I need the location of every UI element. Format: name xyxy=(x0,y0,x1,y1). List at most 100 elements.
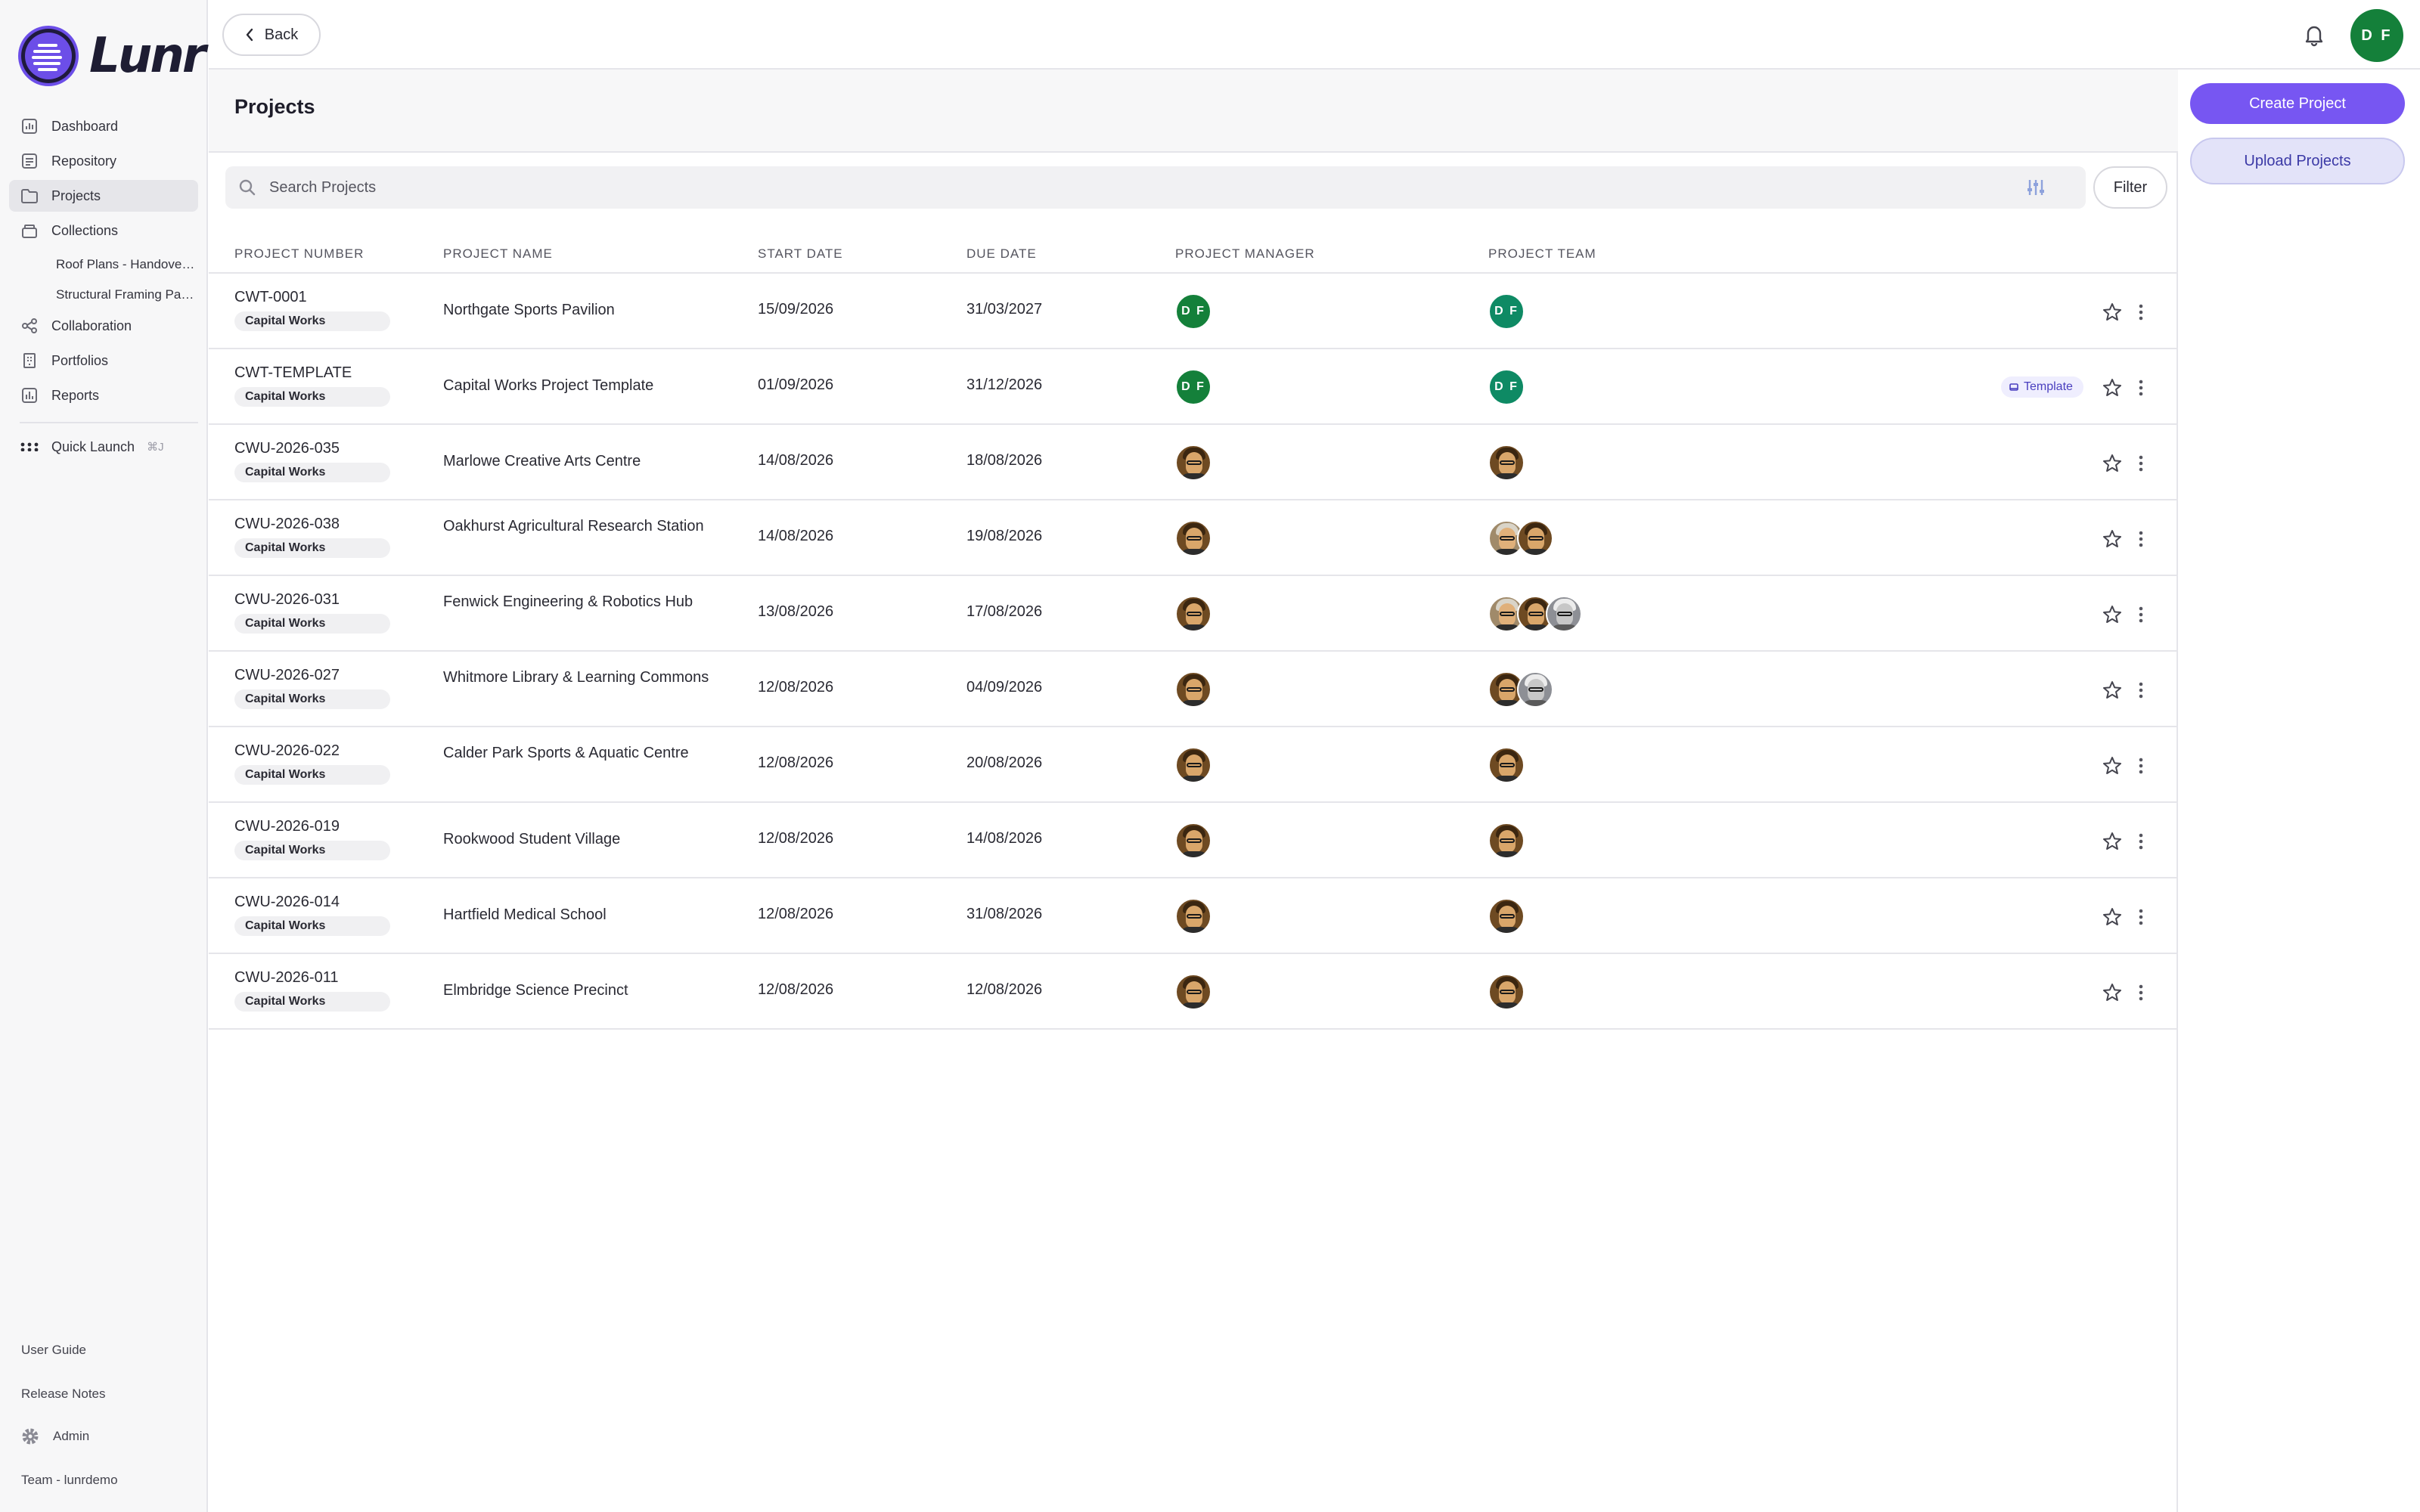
star-icon[interactable] xyxy=(2101,830,2124,853)
start-date: 14/08/2026 xyxy=(758,452,834,469)
back-button[interactable]: Back xyxy=(222,14,321,56)
table-row[interactable]: CWT-0001 Capital Works Northgate Sports Pa… xyxy=(209,274,2178,349)
avatar[interactable]: D F xyxy=(1175,293,1212,330)
avatar[interactable] xyxy=(1175,671,1212,708)
more-options-icon[interactable] xyxy=(2130,906,2152,928)
column-header-due-date[interactable]: DUE DATE xyxy=(966,246,1037,261)
admin-link[interactable]: Admin xyxy=(21,1427,89,1445)
table-row[interactable]: CWU-2026-027 Capital Works Whitmore Librar… xyxy=(209,652,2178,727)
user-guide-link[interactable]: User Guide xyxy=(21,1343,86,1358)
avatar[interactable] xyxy=(1488,974,1525,1010)
avatar[interactable] xyxy=(1488,823,1525,859)
sidebar-item-collaboration[interactable]: Collaboration xyxy=(9,310,198,342)
more-options-icon[interactable] xyxy=(2130,830,2152,853)
sidebar-item-portfolios[interactable]: Portfolios xyxy=(9,345,198,376)
more-options-icon[interactable] xyxy=(2130,376,2152,399)
project-name[interactable]: Elmbridge Science Precinct xyxy=(443,982,628,999)
project-name[interactable]: Calder Park Sports & Aquatic Centre xyxy=(443,745,689,761)
avatar[interactable] xyxy=(1517,671,1553,708)
avatar[interactable] xyxy=(1175,823,1212,859)
avatar[interactable] xyxy=(1175,898,1212,934)
table-row[interactable]: CWU-2026-031 Capital Works Fenwick Enginee… xyxy=(209,576,2178,652)
avatar[interactable] xyxy=(1175,520,1212,556)
table-row[interactable]: CWU-2026-014 Capital Works Hartfield Medic… xyxy=(209,878,2178,954)
avatar[interactable] xyxy=(1546,596,1582,632)
quick-launch-button[interactable]: Quick Launch ⌘J xyxy=(9,431,198,463)
star-icon[interactable] xyxy=(2101,528,2124,550)
category-badge: Capital Works xyxy=(234,841,390,860)
release-notes-link[interactable]: Release Notes xyxy=(21,1387,106,1402)
avatar[interactable] xyxy=(1175,974,1212,1010)
project-name[interactable]: Fenwick Engineering & Robotics Hub xyxy=(443,593,693,610)
avatar[interactable] xyxy=(1517,596,1553,632)
grid-dots-icon xyxy=(20,437,39,457)
avatar[interactable] xyxy=(1488,520,1525,556)
project-name[interactable]: Hartfield Medical School xyxy=(443,906,607,923)
avatar[interactable] xyxy=(1488,747,1525,783)
avatar[interactable]: D F xyxy=(1488,369,1525,405)
avatar[interactable] xyxy=(1488,445,1525,481)
more-options-icon[interactable] xyxy=(2130,528,2152,550)
star-icon[interactable] xyxy=(2101,301,2124,324)
team-switcher[interactable]: Team - lunrdemo xyxy=(21,1473,118,1488)
project-name[interactable]: Marlowe Creative Arts Centre xyxy=(443,453,641,469)
column-header-project-team[interactable]: PROJECT TEAM xyxy=(1488,246,1596,261)
star-icon[interactable] xyxy=(2101,452,2124,475)
bell-icon[interactable] xyxy=(2299,20,2329,50)
table-row[interactable]: CWU-2026-022 Capital Works Calder Park Spo… xyxy=(209,727,2178,803)
column-header-project-name[interactable]: PROJECT NAME xyxy=(443,246,553,261)
lunr-logo[interactable]: Lunr xyxy=(17,24,206,88)
project-number: CWU-2026-031 xyxy=(234,591,340,608)
sliders-icon[interactable] xyxy=(2024,175,2048,200)
avatar[interactable]: D F xyxy=(1488,293,1525,330)
project-number: CWU-2026-038 xyxy=(234,516,340,532)
project-name[interactable]: Whitmore Library & Learning Commons xyxy=(443,669,709,686)
more-options-icon[interactable] xyxy=(2130,679,2152,702)
sidebar-item-projects[interactable]: Projects xyxy=(9,180,198,212)
filter-button[interactable]: Filter xyxy=(2093,166,2167,209)
table-row[interactable]: CWU-2026-011 Capital Works Elmbridge Scien… xyxy=(209,954,2178,1030)
sidebar-item-reports[interactable]: Reports xyxy=(9,380,198,411)
star-icon[interactable] xyxy=(2101,981,2124,1004)
more-options-icon[interactable] xyxy=(2130,301,2152,324)
avatar[interactable] xyxy=(1175,596,1212,632)
project-name[interactable]: Capital Works Project Template xyxy=(443,377,654,394)
table-header: PROJECT NUMBER PROJECT NAME START DATE D… xyxy=(209,242,2178,274)
upload-projects-button[interactable]: Upload Projects xyxy=(2190,138,2405,184)
star-icon[interactable] xyxy=(2101,679,2124,702)
sidebar-item-collections[interactable]: Collections xyxy=(9,215,198,246)
table-row[interactable]: CWU-2026-019 Capital Works Rookwood Studen… xyxy=(209,803,2178,878)
column-header-project-manager[interactable]: PROJECT MANAGER xyxy=(1175,246,1315,261)
star-icon[interactable] xyxy=(2101,906,2124,928)
collection-item-structural-framing[interactable]: Structural Framing Package xyxy=(9,280,198,310)
back-label: Back xyxy=(264,26,299,43)
sidebar-item-repository[interactable]: Repository xyxy=(9,145,198,177)
project-name[interactable]: Rookwood Student Village xyxy=(443,831,621,847)
project-name[interactable]: Northgate Sports Pavilion xyxy=(443,302,615,318)
avatar[interactable] xyxy=(1488,898,1525,934)
more-options-icon[interactable] xyxy=(2130,603,2152,626)
star-icon[interactable] xyxy=(2101,376,2124,399)
table-row[interactable]: CWT-TEMPLATE Capital Works Capital Works P… xyxy=(209,349,2178,425)
user-avatar[interactable]: D F xyxy=(2350,9,2403,62)
star-icon[interactable] xyxy=(2101,754,2124,777)
avatar[interactable] xyxy=(1517,520,1553,556)
more-options-icon[interactable] xyxy=(2130,981,2152,1004)
create-project-button[interactable]: Create Project xyxy=(2190,83,2405,124)
avatar[interactable] xyxy=(1175,747,1212,783)
avatar[interactable]: D F xyxy=(1175,369,1212,405)
more-options-icon[interactable] xyxy=(2130,754,2152,777)
project-name[interactable]: Oakhurst Agricultural Research Station xyxy=(443,518,704,534)
sidebar-item-label: Dashboard xyxy=(51,118,119,134)
table-row[interactable]: CWU-2026-035 Capital Works Marlowe Creativ… xyxy=(209,425,2178,500)
avatar[interactable] xyxy=(1175,445,1212,481)
collection-item-roof-plans[interactable]: Roof Plans - Handover Package xyxy=(9,249,198,280)
column-header-project-number[interactable]: PROJECT NUMBER xyxy=(234,246,365,261)
search-input[interactable] xyxy=(269,172,2009,203)
avatar[interactable] xyxy=(1488,671,1525,708)
sidebar-item-dashboard[interactable]: Dashboard xyxy=(9,110,198,142)
table-row[interactable]: CWU-2026-038 Capital Works Oakhurst Agricu… xyxy=(209,500,2178,576)
star-icon[interactable] xyxy=(2101,603,2124,626)
column-header-start-date[interactable]: START DATE xyxy=(758,246,843,261)
more-options-icon[interactable] xyxy=(2130,452,2152,475)
